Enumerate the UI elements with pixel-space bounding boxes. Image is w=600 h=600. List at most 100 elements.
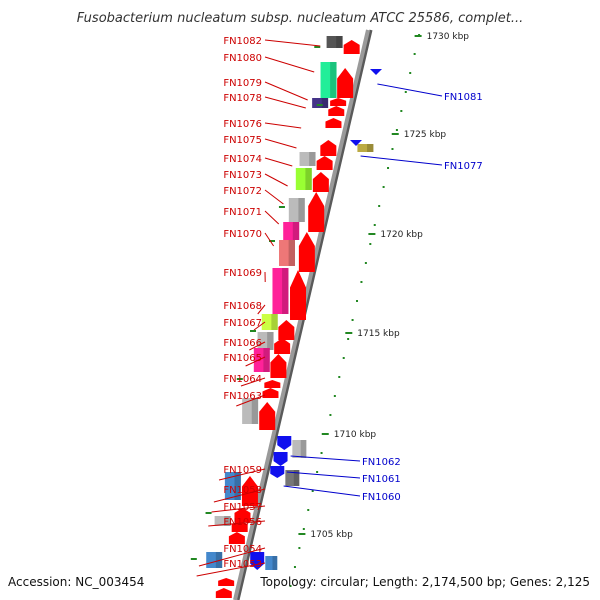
forward-gene-arrow xyxy=(234,508,251,522)
gene-track xyxy=(190,36,382,598)
feature-block-shade xyxy=(298,198,305,222)
gene-feature-block xyxy=(283,222,300,240)
forward-gene-arrow xyxy=(270,354,287,378)
tick-label: 1715 kbp xyxy=(357,329,400,339)
map-title: Fusobacterium nucleatum subsp. nucleatum… xyxy=(77,11,524,26)
gene-leader-line xyxy=(264,173,288,187)
gene-labels: FN1082 FN1080 FN1079 FN1078 FN1076 FN1075 FN10… xyxy=(196,36,483,577)
tick-dot xyxy=(311,490,314,492)
gene-leader-line xyxy=(253,321,266,331)
gene-leader-line xyxy=(264,81,308,101)
feature-block-shade xyxy=(367,144,374,152)
tick-dot xyxy=(293,566,296,568)
tick-dot xyxy=(409,72,412,74)
gene-label-fn1079: FN1079 xyxy=(223,78,262,89)
gene-feature-block xyxy=(326,36,343,48)
tick-dot xyxy=(400,110,403,112)
gene-label-fn1058: FN1058 xyxy=(223,485,262,496)
gene-leader-line xyxy=(213,488,266,503)
forward-gene-arrow xyxy=(312,172,329,192)
feature-block-shade xyxy=(288,240,296,266)
gene-leader-line xyxy=(245,356,266,367)
forward-gene-arrow xyxy=(274,338,291,354)
reverse-gene-marker xyxy=(350,140,362,146)
gene-label-fn1069: FN1069 xyxy=(223,268,262,279)
feature-block-shade xyxy=(224,516,231,526)
gene-label-fn1068: FN1068 xyxy=(223,301,262,312)
feature-start-tick xyxy=(314,46,321,48)
feature-block-shade xyxy=(234,472,241,500)
gene-feature-block xyxy=(292,440,307,458)
feature-start-tick xyxy=(190,558,197,560)
gene-leader-line xyxy=(257,304,266,315)
forward-gene-arrow xyxy=(320,140,337,156)
tick-dot xyxy=(342,357,345,359)
gene-feature-block xyxy=(214,516,231,526)
gene-leader-line xyxy=(196,562,266,577)
gene-feature-block xyxy=(261,314,278,330)
forward-gene-arrow xyxy=(328,106,345,116)
gene-label-fn1076: FN1076 xyxy=(223,119,262,130)
feature-start-tick xyxy=(316,104,323,106)
forward-gene-arrow xyxy=(337,68,354,98)
gene-leader-line xyxy=(264,138,297,149)
tick-dot xyxy=(347,338,350,340)
gene-label-fn1053: FN1053 xyxy=(223,559,262,570)
gene-leader-line xyxy=(264,232,275,247)
forward-gene-arrow xyxy=(259,402,276,430)
gene-leader-line xyxy=(264,56,315,73)
feature-block-shade xyxy=(282,268,289,314)
feature-block-shade xyxy=(251,398,259,424)
forward-gene-arrow xyxy=(343,40,360,54)
tick-dot xyxy=(382,186,385,188)
gene-label-fn1072: FN1072 xyxy=(223,186,262,197)
gene-leader-line xyxy=(249,341,266,351)
gene-feature-block xyxy=(224,472,241,500)
tick-dot xyxy=(413,53,416,55)
feature-start-tick xyxy=(278,206,285,208)
gene-label-fn1057: FN1057 xyxy=(223,502,262,513)
gene-label-fn1059: FN1059 xyxy=(223,465,262,476)
gene-leader-line xyxy=(264,157,293,167)
feature-block-shade xyxy=(292,222,300,240)
gene-label-fn1071: FN1071 xyxy=(223,207,262,218)
gene-label-fn1081: FN1081 xyxy=(444,92,483,103)
tick-dot xyxy=(404,91,407,93)
tick-label: 1730 kbp xyxy=(427,32,470,42)
gene-feature-block xyxy=(288,198,305,222)
forward-gene-arrow xyxy=(241,476,258,506)
feature-block-shade xyxy=(300,440,307,458)
tick-dot xyxy=(356,300,359,302)
gene-label-fn1054: FN1054 xyxy=(223,544,262,555)
feature-block-shade xyxy=(271,314,278,330)
gene-leader-line xyxy=(264,210,280,225)
gene-label-fn1064: FN1064 xyxy=(223,374,262,385)
gene-leader-line xyxy=(208,520,266,527)
topology-text: Topology: circular; Length: 2,174,500 bp… xyxy=(259,575,590,589)
tick-label: 1705 kbp xyxy=(310,530,353,540)
feature-start-tick xyxy=(205,512,212,514)
gene-leader-line xyxy=(264,39,321,47)
tick-dot xyxy=(329,414,332,416)
forward-gene-arrow xyxy=(215,588,232,598)
gene-feature-block xyxy=(295,168,312,190)
gene-label-fn1082: FN1082 xyxy=(223,36,262,47)
gene-feature-block xyxy=(272,268,289,314)
tick-dot xyxy=(320,452,323,454)
reverse-gene-marker xyxy=(370,69,382,75)
tick-dot xyxy=(307,509,310,511)
feature-block-shade xyxy=(272,556,278,570)
gene-leader-line xyxy=(360,155,443,166)
gene-label-fn1061: FN1061 xyxy=(362,474,401,485)
gene-label-fn1074: FN1074 xyxy=(223,154,262,165)
feature-start-tick xyxy=(269,240,276,242)
gene-label-fn1078: FN1078 xyxy=(223,93,262,104)
feature-block-shade xyxy=(263,348,270,372)
feature-block-shade xyxy=(321,98,329,108)
forward-gene-arrow xyxy=(264,380,281,388)
tick-label: 1720 kbp xyxy=(380,230,423,240)
gene-leader-line xyxy=(264,189,284,205)
forward-gene-arrow xyxy=(330,98,347,106)
tick-dot xyxy=(391,148,394,150)
feature-block-shade xyxy=(336,36,343,48)
